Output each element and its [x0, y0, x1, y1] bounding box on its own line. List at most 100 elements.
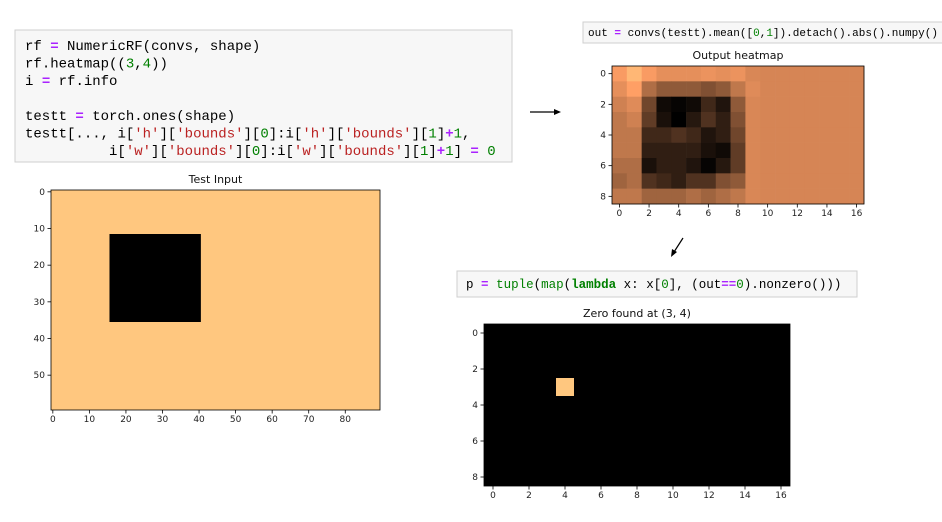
heatmap-cell	[775, 173, 791, 189]
heatmap-cell	[730, 127, 746, 143]
x-tick-label: 60	[266, 415, 278, 425]
x-tick-label: 30	[157, 415, 169, 425]
heatmap-cell	[789, 96, 806, 113]
image-background	[51, 190, 380, 410]
heatmap-cell	[612, 142, 628, 159]
x-tick-label: 4	[676, 209, 682, 219]
heatmap-cell	[715, 127, 731, 143]
heatmap-cell	[671, 188, 687, 205]
heatmap-cell	[730, 142, 746, 159]
heatmap-cell	[730, 173, 746, 189]
y-tick-label: 50	[34, 371, 46, 381]
y-tick-label: 0	[39, 188, 45, 198]
heatmap-cell	[745, 127, 761, 143]
x-tick-label: 10	[667, 491, 679, 501]
y-tick-label: 40	[34, 335, 46, 345]
heatmap-cell	[789, 81, 806, 97]
code-cell	[582, 21, 942, 44]
arrow	[671, 237, 684, 257]
heatmap-cell	[745, 158, 761, 174]
heatmap-cell	[775, 127, 791, 143]
x-tick-label: 0	[617, 209, 623, 219]
heatmap-cell	[760, 81, 776, 97]
heatmap-cell	[789, 188, 806, 205]
heatmap-cell	[715, 188, 731, 205]
code-line: out = convs(testt).mean([0,1]).detach().…	[588, 28, 938, 40]
heatmap-cell	[819, 112, 835, 128]
y-tick-label: 8	[600, 192, 606, 202]
y-tick-label: 20	[34, 261, 46, 271]
heatmap-cell	[612, 127, 628, 143]
heatmap-cell	[745, 66, 761, 82]
heatmap-cell	[612, 158, 628, 174]
x-tick-label: 10	[762, 209, 774, 219]
x-tick-label: 40	[193, 415, 205, 425]
y-tick-label: 0	[472, 329, 478, 339]
heatmap-cell	[760, 142, 776, 159]
heatmap-cell	[804, 173, 820, 189]
heatmap-cell	[671, 66, 687, 82]
heatmap-cell	[656, 173, 672, 189]
heatmap-cell	[834, 158, 850, 174]
heatmap-cell	[671, 173, 687, 189]
heatmap-cell	[700, 96, 717, 113]
heatmap-cell	[775, 112, 791, 128]
heatmap-cell	[745, 142, 761, 159]
x-tick-label: 16	[851, 209, 863, 219]
heatmap-cell	[686, 96, 702, 113]
heatmap-cell	[804, 81, 820, 97]
heatmap-cell	[641, 158, 657, 174]
heatmap-cell	[626, 96, 642, 113]
heatmap-cell	[819, 142, 835, 159]
heatmap-cell	[730, 66, 746, 82]
x-tick-label: 14	[739, 491, 751, 501]
heatmap-cell	[789, 66, 806, 82]
code-line: testt = torch.ones(shape)	[25, 109, 235, 125]
x-tick-label: 8	[634, 491, 640, 501]
plot-title: Output heatmap	[693, 49, 784, 62]
heatmap-cell	[641, 142, 657, 159]
heatmap-cell	[760, 127, 776, 143]
plot-title: Zero found at (3, 4)	[583, 307, 691, 320]
x-tick-label: 70	[303, 415, 315, 425]
code-line: rf.heatmap((3,4))	[25, 56, 168, 72]
heatmap-cell	[819, 173, 835, 189]
heatmap-cell	[686, 127, 702, 143]
heatmap-cell	[612, 188, 628, 205]
heatmap-cell	[789, 158, 806, 174]
y-tick-label: 6	[600, 162, 606, 172]
heatmap-cell	[745, 112, 761, 128]
heatmap-cell	[671, 96, 687, 113]
heatmap-cell	[730, 158, 746, 174]
heatmap-cell	[834, 112, 850, 128]
heatmap-cell	[700, 158, 717, 174]
heatmap-cell	[804, 96, 820, 113]
heatmap-cell	[656, 127, 672, 143]
heatmap-cell	[849, 127, 865, 143]
y-tick-label: 10	[34, 225, 46, 235]
heatmap-cell	[641, 127, 657, 143]
heatmap-cell	[715, 142, 731, 159]
heatmap-cell	[789, 173, 806, 189]
heatmap-cell	[834, 142, 850, 159]
heatmap-cell	[641, 188, 657, 205]
code-line: i = rf.info	[25, 74, 117, 90]
heatmap-cell	[671, 158, 687, 174]
heatmap-cell	[700, 142, 717, 159]
code-cell	[14, 29, 513, 163]
heatmap-cell	[760, 173, 776, 189]
heatmap-cell	[804, 188, 820, 205]
heatmap-cell	[671, 127, 687, 143]
heatmap-cell	[745, 81, 761, 97]
heatmap-cell	[700, 188, 717, 205]
heatmap-cell	[804, 66, 820, 82]
heatmap-cell	[626, 142, 642, 159]
heatmap-cell	[656, 96, 672, 113]
y-tick-label: 4	[600, 131, 606, 141]
heatmap-cell	[686, 81, 702, 97]
x-tick-label: 16	[775, 491, 787, 501]
x-tick-label: 0	[490, 491, 496, 501]
heatmap-cell	[819, 127, 835, 143]
heatmap-cell	[641, 112, 657, 128]
heatmap-cell	[671, 112, 687, 128]
